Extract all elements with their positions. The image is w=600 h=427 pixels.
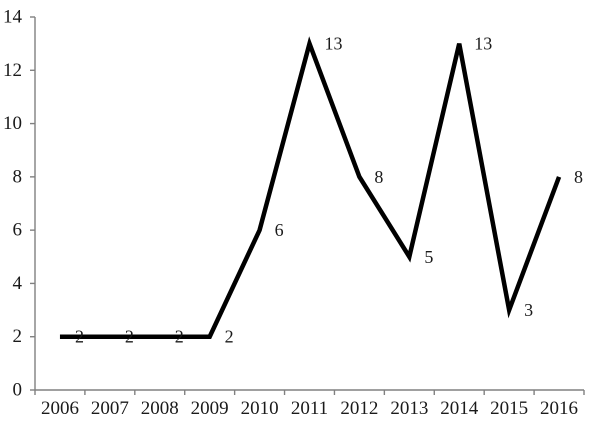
x-tick-label: 2009 <box>191 398 229 419</box>
x-tick-label: 2006 <box>41 398 79 419</box>
data-point-label: 2 <box>225 327 234 347</box>
y-tick-label: 10 <box>3 113 22 134</box>
x-tick-label: 2008 <box>141 398 179 419</box>
data-point-label: 8 <box>374 167 383 187</box>
data-point-label: 3 <box>524 300 533 320</box>
data-point-label: 2 <box>175 327 184 347</box>
y-tick-label: 2 <box>13 326 23 347</box>
y-tick-label: 4 <box>13 273 23 294</box>
x-tick-label: 2013 <box>390 398 428 419</box>
data-point-label: 13 <box>474 34 492 54</box>
x-tick-label: 2014 <box>440 398 479 419</box>
data-point-label: 2 <box>125 327 134 347</box>
x-tick-label: 2010 <box>241 398 279 419</box>
y-tick-label: 14 <box>3 7 23 28</box>
y-tick-label: 0 <box>13 380 23 401</box>
y-tick-label: 6 <box>13 220 23 241</box>
data-point-label: 13 <box>325 34 343 54</box>
y-tick-label: 8 <box>13 166 23 187</box>
x-tick-label: 2016 <box>540 398 578 419</box>
y-tick-label: 12 <box>3 60 22 81</box>
x-tick-label: 2012 <box>340 398 378 419</box>
data-series-line <box>59 36 562 339</box>
data-point-label: 5 <box>424 247 433 267</box>
data-point-label: 8 <box>574 167 583 187</box>
x-tick-label: 2011 <box>291 398 328 419</box>
x-tick-label: 2007 <box>91 398 129 419</box>
data-point-label: 2 <box>75 327 84 347</box>
x-tick-label: 2015 <box>490 398 528 419</box>
data-point-label: 6 <box>275 220 284 240</box>
